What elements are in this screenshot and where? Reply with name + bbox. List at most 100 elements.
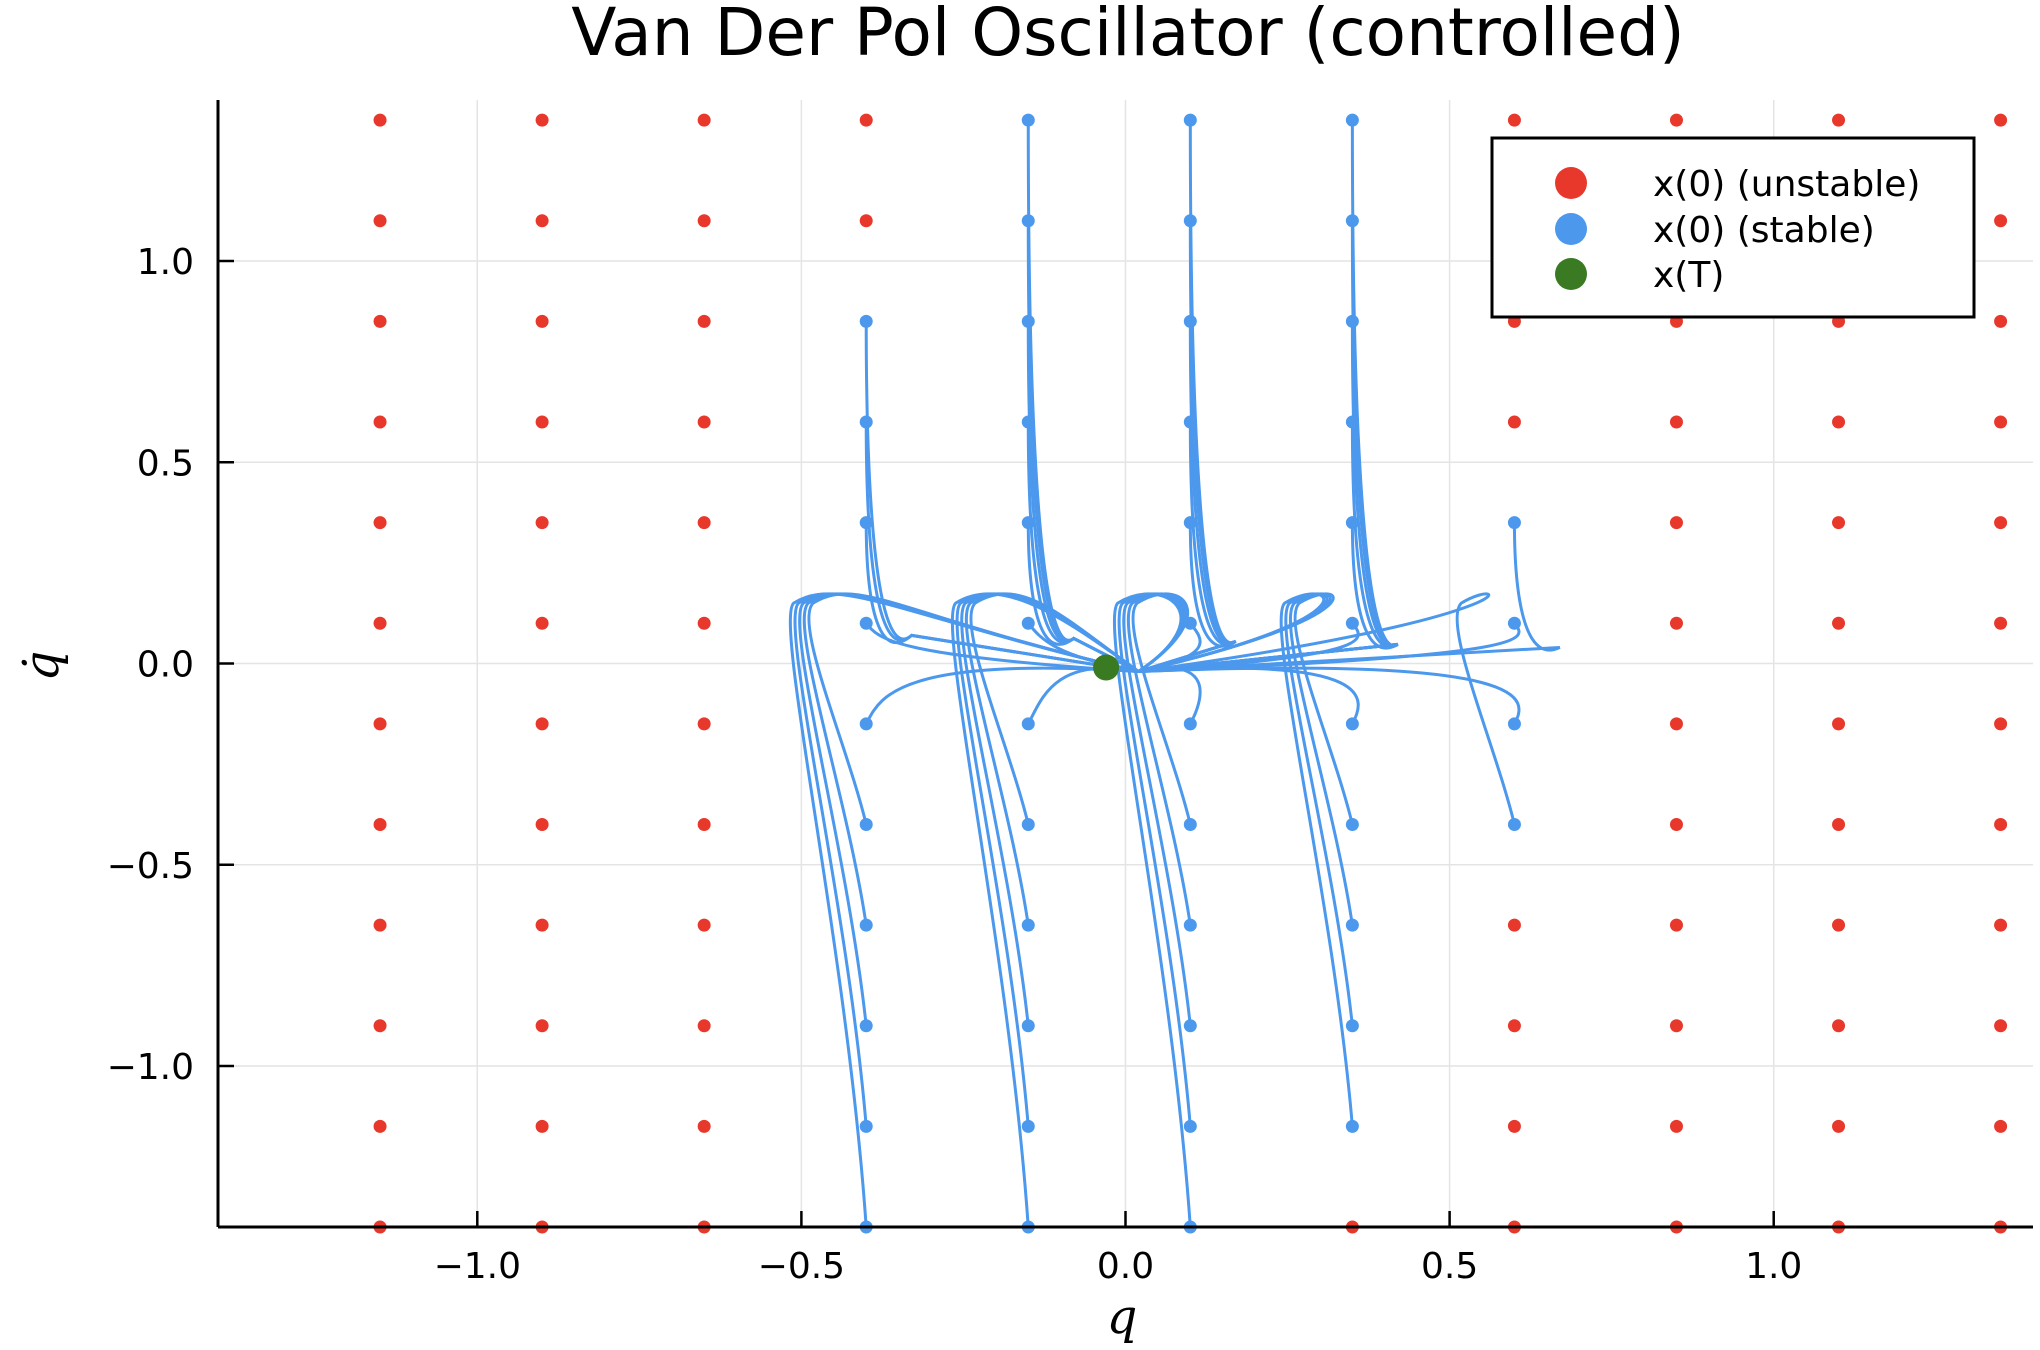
legend-marker-final xyxy=(1555,258,1587,290)
chart-title: Van Der Pol Oscillator (controlled) xyxy=(571,0,1685,71)
unstable-point xyxy=(535,214,549,228)
trajectory-line xyxy=(1138,522,1237,673)
stable-point xyxy=(1345,616,1359,630)
stable-point xyxy=(1183,415,1197,429)
stable-point xyxy=(1183,616,1197,630)
stable-point xyxy=(1183,214,1197,228)
unstable-point xyxy=(373,1019,387,1033)
unstable-point xyxy=(1669,1119,1683,1133)
y-tick-label: 0.0 xyxy=(137,645,194,686)
unstable-point xyxy=(1669,113,1683,127)
unstable-point xyxy=(1669,415,1683,429)
unstable-point xyxy=(1507,113,1521,127)
x-tick-label: −1.0 xyxy=(434,1246,521,1287)
data-points xyxy=(373,113,2008,1234)
unstable-point xyxy=(1994,516,2008,530)
x-tick-label: 1.0 xyxy=(1745,1246,1802,1287)
stable-point xyxy=(1183,1019,1197,1033)
stable-point xyxy=(859,1019,873,1033)
unstable-point xyxy=(1994,818,2008,831)
stable-point xyxy=(1345,516,1359,530)
legend-label-unstable: x(0) (unstable) xyxy=(1653,164,1920,205)
stable-point xyxy=(1021,616,1035,630)
unstable-point xyxy=(1507,415,1521,429)
stable-point xyxy=(1183,818,1197,831)
unstable-point xyxy=(1994,1019,2008,1033)
stable-point xyxy=(1345,1119,1359,1133)
trajectory-line xyxy=(864,522,1139,674)
unstable-point xyxy=(1994,717,2008,731)
final-point xyxy=(1093,654,1120,681)
stable-point xyxy=(1507,717,1521,731)
trajectory-line xyxy=(1138,592,1516,825)
unstable-point xyxy=(373,516,387,530)
unstable-point xyxy=(535,1019,549,1033)
unstable-point xyxy=(1669,1019,1683,1033)
unstable-point xyxy=(1832,717,1846,731)
unstable-point xyxy=(1832,113,1846,127)
unstable-point xyxy=(373,616,387,630)
unstable-point xyxy=(373,314,387,328)
unstable-point xyxy=(1994,314,2008,328)
y-axis-label: q̇ xyxy=(14,651,70,682)
unstable-point xyxy=(535,918,549,932)
unstable-point xyxy=(373,918,387,932)
unstable-point xyxy=(1994,918,2008,932)
unstable-point xyxy=(535,1119,549,1133)
trajectory-line xyxy=(1112,592,1192,1228)
stable-point xyxy=(1183,113,1197,127)
trajectory-line xyxy=(1138,666,1521,725)
unstable-point xyxy=(1994,616,2008,630)
stable-point xyxy=(1345,314,1359,328)
x-axis-label: q xyxy=(1107,1289,1138,1345)
trajectory-line xyxy=(950,592,1140,1228)
unstable-point xyxy=(1994,113,2008,127)
stable-point xyxy=(1507,818,1521,831)
unstable-point xyxy=(373,818,387,831)
unstable-point xyxy=(535,314,549,328)
unstable-point xyxy=(1832,616,1846,630)
unstable-point xyxy=(1669,516,1683,530)
trajectory-line xyxy=(865,622,1139,674)
unstable-point xyxy=(1507,918,1521,932)
unstable-point xyxy=(697,214,711,228)
unstable-point xyxy=(1669,918,1683,932)
y-tick-label: −1.0 xyxy=(107,1047,194,1088)
stable-point xyxy=(1345,214,1359,228)
trajectory-line xyxy=(1138,592,1354,1127)
unstable-point xyxy=(697,1119,711,1133)
trajectory-line xyxy=(1138,622,1521,674)
legend-marker-unstable xyxy=(1555,167,1587,199)
unstable-point xyxy=(859,113,873,127)
unstable-point xyxy=(535,717,549,731)
trajectory-line xyxy=(864,666,1139,725)
stable-point xyxy=(859,616,873,630)
stable-point xyxy=(1021,214,1035,228)
stable-point xyxy=(859,516,873,530)
trajectory-line xyxy=(1138,522,1561,674)
unstable-point xyxy=(1832,1019,1846,1033)
unstable-point xyxy=(373,1119,387,1133)
stable-point xyxy=(1021,113,1035,127)
legend-label-stable: x(0) (stable) xyxy=(1653,210,1875,251)
unstable-point xyxy=(859,214,873,228)
unstable-point xyxy=(535,516,549,530)
unstable-point xyxy=(697,1019,711,1033)
stable-point xyxy=(859,1119,873,1133)
unstable-point xyxy=(535,818,549,831)
stable-point xyxy=(1021,717,1035,731)
unstable-point xyxy=(697,314,711,328)
trajectory-line xyxy=(1026,522,1140,673)
y-tick-label: −0.5 xyxy=(107,846,194,887)
y-tick-label: 0.5 xyxy=(137,443,194,484)
unstable-point xyxy=(1507,1119,1521,1133)
unstable-point xyxy=(535,113,549,127)
stable-point xyxy=(1345,918,1359,932)
unstable-point xyxy=(1669,717,1683,731)
stable-point xyxy=(859,415,873,429)
stable-point xyxy=(1507,616,1521,630)
unstable-point xyxy=(1669,818,1683,831)
unstable-point xyxy=(697,415,711,429)
stable-point xyxy=(859,818,873,831)
stable-point xyxy=(1183,516,1197,530)
